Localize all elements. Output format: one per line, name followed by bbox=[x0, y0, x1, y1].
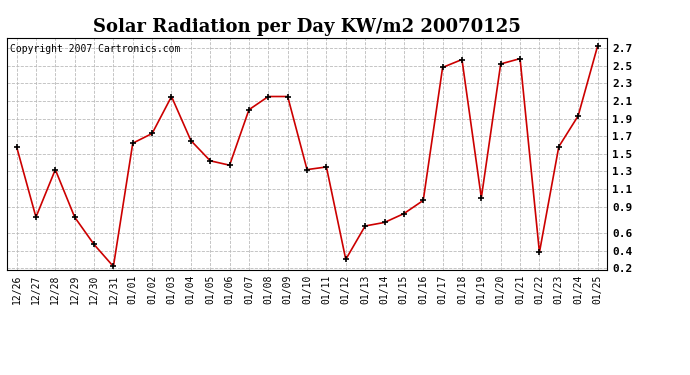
Text: Copyright 2007 Cartronics.com: Copyright 2007 Cartronics.com bbox=[10, 45, 180, 54]
Title: Solar Radiation per Day KW/m2 20070125: Solar Radiation per Day KW/m2 20070125 bbox=[93, 18, 521, 36]
